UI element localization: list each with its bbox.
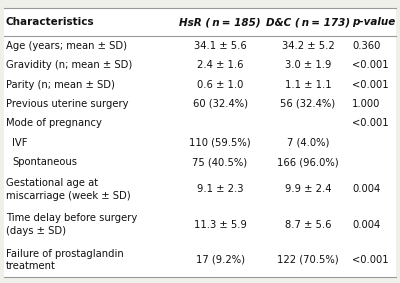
Text: 2.4 ± 1.6: 2.4 ± 1.6 bbox=[197, 60, 243, 70]
Text: 34.1 ± 5.6: 34.1 ± 5.6 bbox=[194, 41, 246, 51]
Text: 9.9 ± 2.4: 9.9 ± 2.4 bbox=[285, 184, 331, 194]
Text: Spontaneous: Spontaneous bbox=[12, 157, 77, 167]
Text: Failure of prostaglandin
treatment: Failure of prostaglandin treatment bbox=[6, 248, 124, 271]
Text: Age (years; mean ± SD): Age (years; mean ± SD) bbox=[6, 41, 127, 51]
Text: 1.000: 1.000 bbox=[352, 99, 380, 109]
Text: 8.7 ± 5.6: 8.7 ± 5.6 bbox=[285, 220, 331, 230]
Text: Previous uterine surgery: Previous uterine surgery bbox=[6, 99, 128, 109]
Text: 56 (32.4%): 56 (32.4%) bbox=[280, 99, 336, 109]
Text: 1.1 ± 1.1: 1.1 ± 1.1 bbox=[285, 80, 331, 89]
Text: 0.004: 0.004 bbox=[352, 220, 380, 230]
Text: 110 (59.5%): 110 (59.5%) bbox=[189, 138, 251, 148]
Text: Gestational age at
miscarriage (week ± SD): Gestational age at miscarriage (week ± S… bbox=[6, 178, 131, 201]
Text: 3.0 ± 1.9: 3.0 ± 1.9 bbox=[285, 60, 331, 70]
Text: Time delay before surgery
(days ± SD): Time delay before surgery (days ± SD) bbox=[6, 213, 137, 236]
Text: 11.3 ± 5.9: 11.3 ± 5.9 bbox=[194, 220, 246, 230]
Text: IVF: IVF bbox=[12, 138, 28, 148]
Text: 122 (70.5%): 122 (70.5%) bbox=[277, 255, 339, 265]
Text: <0.001: <0.001 bbox=[352, 118, 389, 128]
Text: <0.001: <0.001 bbox=[352, 60, 389, 70]
Text: 7 (4.0%): 7 (4.0%) bbox=[287, 138, 329, 148]
Text: 0.6 ± 1.0: 0.6 ± 1.0 bbox=[197, 80, 243, 89]
Text: Characteristics: Characteristics bbox=[6, 17, 95, 27]
Text: D&C ( n = 173): D&C ( n = 173) bbox=[266, 17, 350, 27]
Text: 0.004: 0.004 bbox=[352, 184, 380, 194]
Text: 17 (9.2%): 17 (9.2%) bbox=[196, 255, 244, 265]
Text: Parity (n; mean ± SD): Parity (n; mean ± SD) bbox=[6, 80, 115, 89]
Text: p-value: p-value bbox=[352, 17, 395, 27]
Text: 166 (96.0%): 166 (96.0%) bbox=[277, 157, 339, 167]
Text: Gravidity (n; mean ± SD): Gravidity (n; mean ± SD) bbox=[6, 60, 132, 70]
Text: Mode of pregnancy: Mode of pregnancy bbox=[6, 118, 102, 128]
Text: 9.1 ± 2.3: 9.1 ± 2.3 bbox=[197, 184, 243, 194]
Text: <0.001: <0.001 bbox=[352, 255, 389, 265]
Text: <0.001: <0.001 bbox=[352, 80, 389, 89]
Text: 34.2 ± 5.2: 34.2 ± 5.2 bbox=[282, 41, 334, 51]
Text: HsR ( n = 185): HsR ( n = 185) bbox=[179, 17, 261, 27]
Text: 60 (32.4%): 60 (32.4%) bbox=[192, 99, 248, 109]
Text: 0.360: 0.360 bbox=[352, 41, 380, 51]
Text: 75 (40.5%): 75 (40.5%) bbox=[192, 157, 248, 167]
